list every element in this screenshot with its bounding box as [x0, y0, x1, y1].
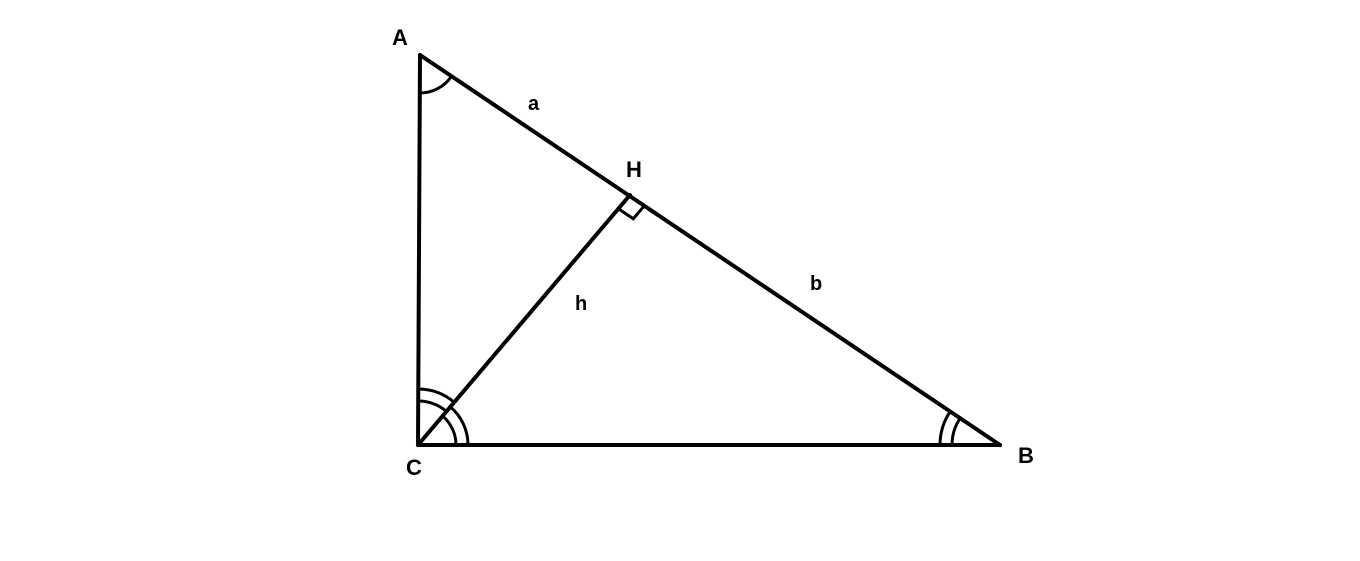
vertex-label-c: C — [406, 455, 422, 480]
vertex-label-b: B — [1018, 443, 1034, 468]
side-label-h: h — [575, 293, 587, 315]
vertex-label-h: H — [626, 157, 642, 182]
side-label-a: a — [528, 93, 540, 115]
side-label-b: b — [810, 273, 822, 295]
triangle-diagram: A B C Ha b h — [0, 0, 1360, 561]
vertex-label-a: A — [392, 25, 408, 50]
